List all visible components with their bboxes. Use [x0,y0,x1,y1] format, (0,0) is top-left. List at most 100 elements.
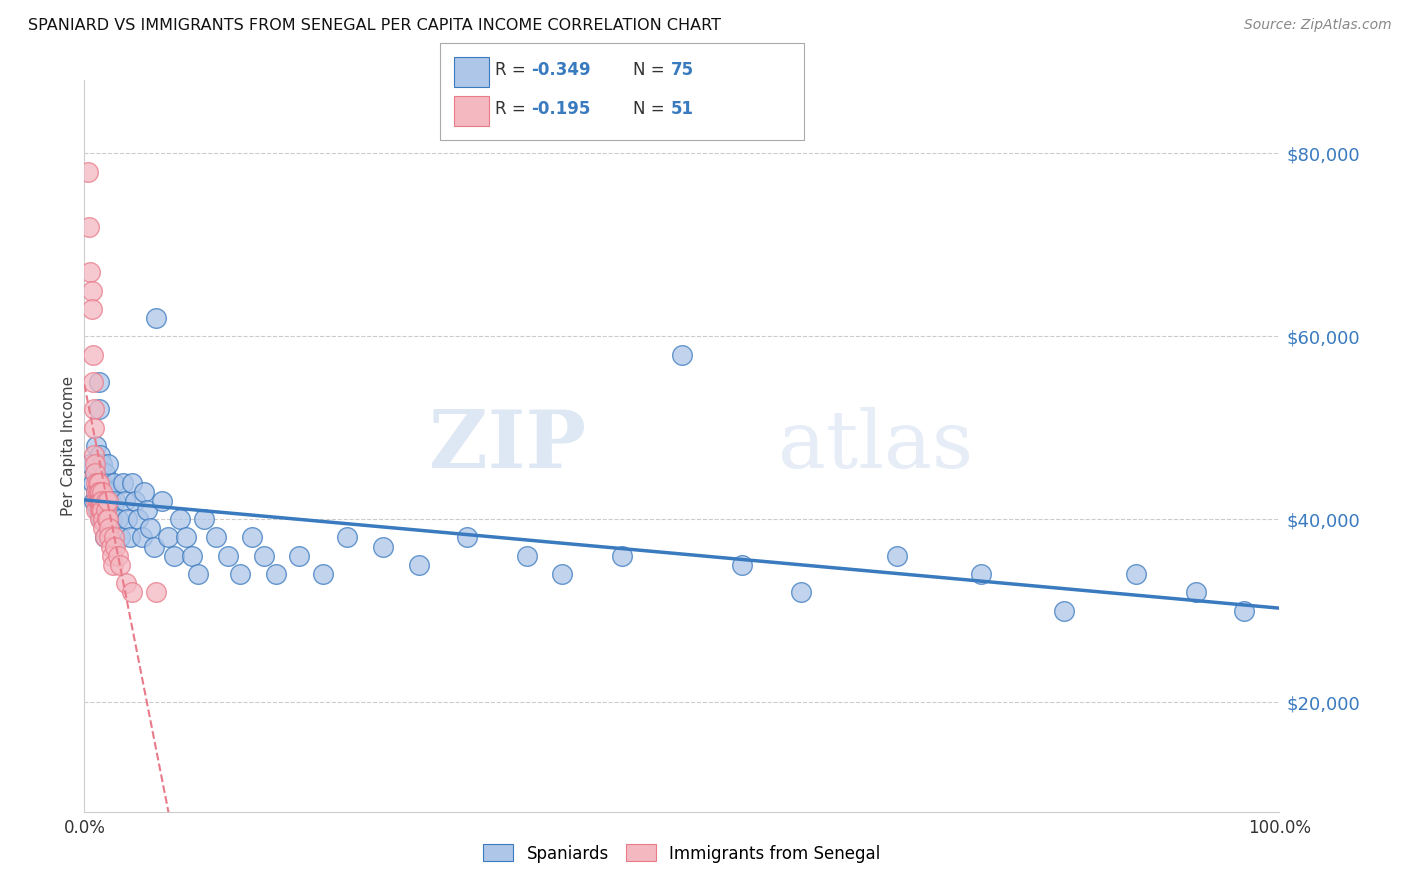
Point [89,475,111,490]
Point [217,549,239,563]
Point [94,484,117,499]
Point [90,493,112,508]
Text: -0.195: -0.195 [531,100,591,118]
Point [150,493,173,508]
Point [336,530,359,544]
Point [86,484,108,499]
Point [96,512,118,526]
Point [82,347,104,362]
Point [94,503,117,517]
Point [97,512,120,526]
Point [408,558,430,572]
Point [84,457,107,471]
Point [121,585,143,599]
Point [86,484,108,499]
Point [77,219,100,234]
Y-axis label: Per Capita Income: Per Capita Income [60,376,76,516]
Point [115,576,138,591]
Point [110,558,132,572]
Point [1125,567,1147,582]
Point [187,567,209,582]
Point [127,512,149,526]
Point [91,503,114,517]
Point [87,484,110,499]
Point [89,503,111,517]
Point [82,475,104,490]
Point [90,503,112,517]
Point [193,512,215,526]
Point [96,521,118,535]
Point [97,457,120,471]
Point [131,530,153,544]
Point [229,567,252,582]
Point [145,310,167,325]
Point [612,549,634,563]
Point [157,530,180,544]
Point [93,521,115,535]
Point [731,558,754,572]
Point [104,493,127,508]
Point [89,512,111,526]
Point [135,503,157,517]
Point [89,493,111,508]
Text: 51: 51 [671,100,693,118]
Point [790,585,813,599]
Point [93,467,115,481]
Point [516,549,538,563]
Point [83,402,105,417]
Point [117,512,139,526]
Point [93,530,115,544]
Point [1233,603,1256,617]
Point [114,493,136,508]
Point [98,530,121,544]
Point [87,402,110,417]
Point [551,567,574,582]
Point [100,493,122,508]
Point [121,475,143,490]
Point [93,512,115,526]
Text: R =: R = [495,61,531,78]
Point [124,493,146,508]
Point [253,549,276,563]
Point [97,493,120,508]
Point [86,503,108,517]
Point [100,540,122,554]
Point [104,540,127,554]
Point [83,448,105,462]
Point [103,530,125,544]
Point [174,530,197,544]
Point [132,484,156,499]
Point [163,549,186,563]
Point [142,540,165,554]
Point [1185,585,1208,599]
Point [205,530,228,544]
Point [110,530,132,544]
Point [91,457,114,471]
Point [94,493,117,508]
Point [87,493,110,508]
Point [312,567,335,582]
Point [118,530,141,544]
Point [79,265,101,279]
Point [169,512,191,526]
Point [90,493,112,508]
Point [86,475,108,490]
Point [91,484,114,499]
Point [886,549,908,563]
Point [98,521,121,535]
Text: N =: N = [633,61,669,78]
Point [89,484,111,499]
Point [83,420,105,434]
Point [181,549,204,563]
Text: SPANIARD VS IMMIGRANTS FROM SENEGAL PER CAPITA INCOME CORRELATION CHART: SPANIARD VS IMMIGRANTS FROM SENEGAL PER … [28,18,721,33]
Point [373,540,395,554]
Point [90,512,112,526]
Point [82,375,104,389]
Point [80,284,103,298]
Point [89,448,111,462]
Point [101,512,124,526]
Point [93,530,115,544]
Point [86,475,108,490]
Point [101,558,124,572]
Text: Source: ZipAtlas.com: Source: ZipAtlas.com [1244,18,1392,32]
